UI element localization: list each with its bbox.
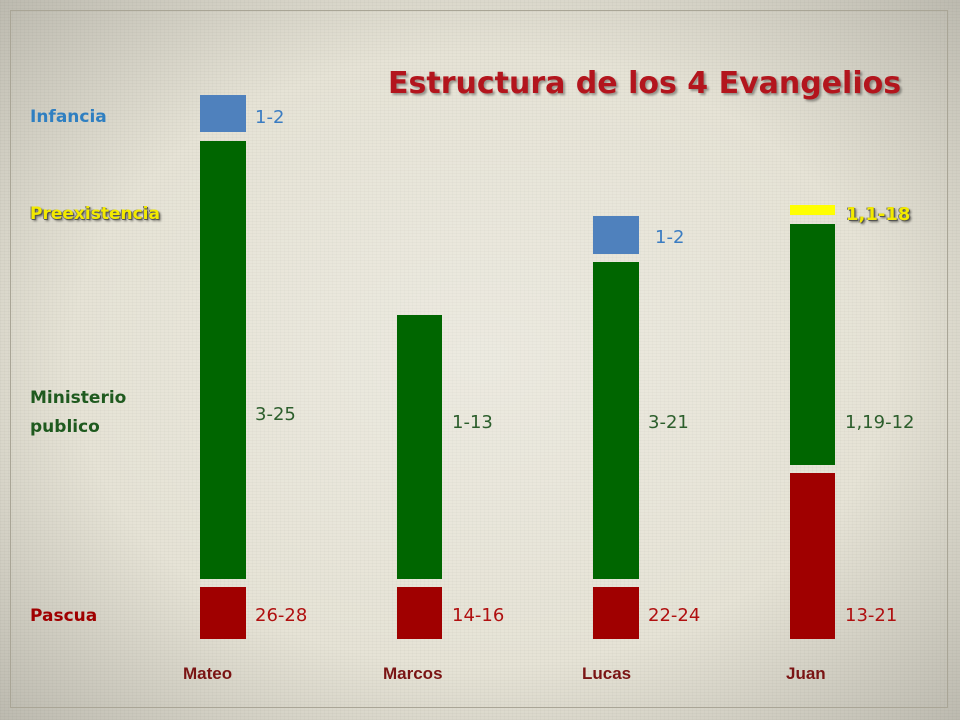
gospel-label-lucas: Lucas: [582, 664, 632, 683]
mateo-infancia-label: 1-2: [255, 107, 285, 128]
marcos-ministerio-label: 1-13: [452, 412, 493, 433]
marcos-pascua-bar: [397, 587, 442, 639]
slide-title: Estructura de los 4 Evangelios: [388, 66, 902, 101]
marcos-ministerio-bar: [397, 315, 442, 579]
category-preexistencia: Preexistencia: [30, 204, 160, 224]
mateo-pascua-label: 26-28: [255, 605, 308, 626]
juan-ministerio-bar: [790, 224, 835, 465]
slide-frame: [10, 10, 948, 708]
mateo-ministerio-label: 3-25: [255, 404, 296, 425]
gospel-label-marcos: Marcos: [383, 664, 443, 683]
juan-preexistencia-bar: [790, 205, 835, 215]
mateo-ministerio-bar: [200, 141, 246, 579]
category-ministerio: Ministerio publico: [30, 388, 127, 437]
lucas-pascua-bar: [593, 587, 639, 639]
gospel-label-juan: Juan: [786, 664, 826, 683]
mateo-pascua-bar: [200, 587, 246, 639]
lucas-pascua-label: 22-24: [648, 605, 701, 626]
category-infancia: Infancia: [30, 107, 107, 127]
category-pascua: Pascua: [30, 606, 98, 626]
marcos-pascua-label: 14-16: [452, 605, 505, 626]
juan-ministerio-label: 1,19-12: [845, 412, 915, 433]
lucas-infancia-label: 1-2: [655, 227, 685, 248]
mateo-infancia-bar: [200, 95, 246, 132]
gospel-label-mateo: Mateo: [183, 664, 233, 683]
lucas-ministerio-label: 3-21: [648, 412, 689, 433]
juan-pascua-label: 13-21: [845, 605, 898, 626]
lucas-infancia-bar: [593, 216, 639, 254]
lucas-ministerio-bar: [593, 262, 639, 579]
juan-preexistencia-label: 1,1-18: [846, 204, 911, 225]
juan-pascua-bar: [790, 473, 835, 639]
